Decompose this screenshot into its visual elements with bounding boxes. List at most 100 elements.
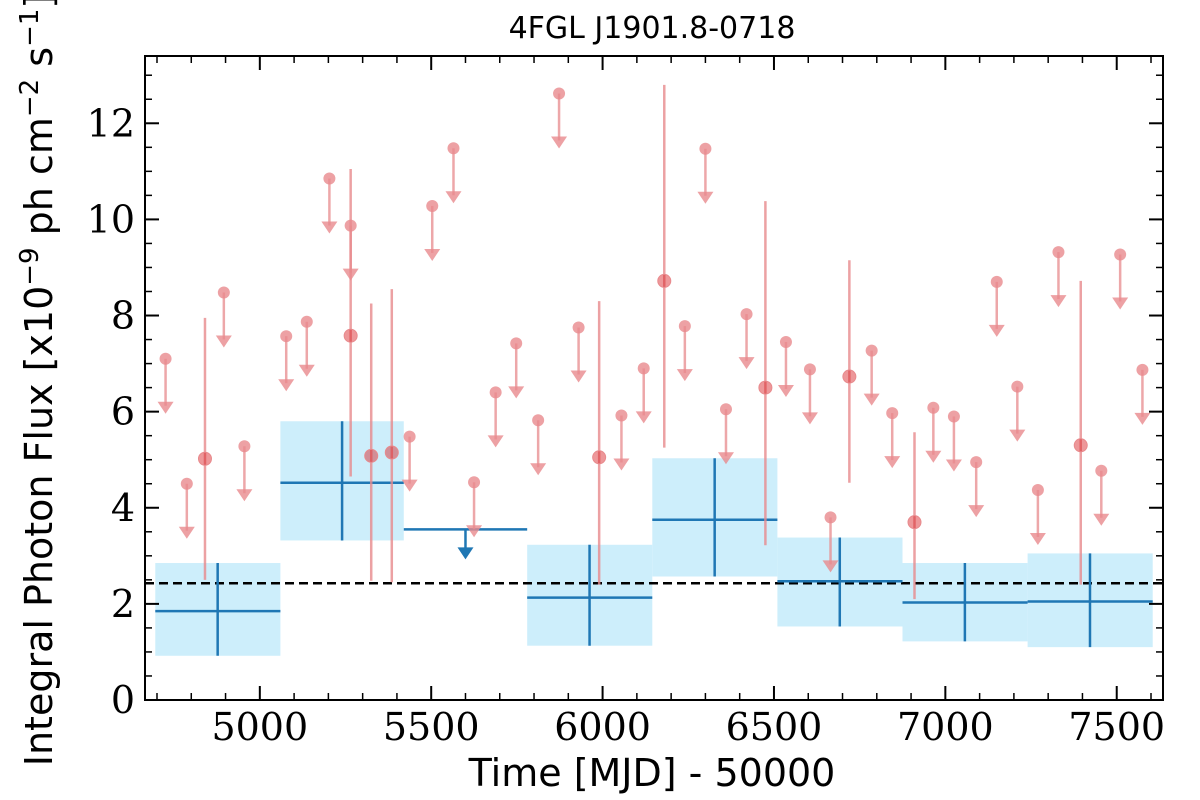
x-tick-label: 5000: [211, 705, 308, 749]
y-tick-label: 12: [87, 101, 135, 145]
y-tick-label: 10: [87, 197, 135, 241]
short-bin-upper-limit-arrow: [945, 459, 962, 472]
short-bin-upper-limit-arrow: [466, 525, 483, 538]
short-bin-upper-limit-arrow: [1009, 429, 1026, 442]
axes: 5000 5500 6000 6500 7000 7500 0 2 4 6 8 10 12: [87, 55, 1165, 749]
y-tick-label: 2: [111, 582, 135, 626]
short-bin-upper-limit-arrow: [298, 364, 315, 377]
short-bin-upper-limit-point: [426, 199, 439, 212]
short-bin-upper-limit-point: [280, 330, 293, 343]
short-bin-upper-limit-arrow: [777, 384, 794, 397]
short-bin-upper-limit-arrow: [613, 458, 630, 471]
short-bin-upper-limit-arrow: [215, 335, 232, 348]
short-bin-point: [907, 515, 922, 530]
short-bin-upper-limit-arrow: [988, 324, 1005, 337]
short-bin-point: [364, 448, 379, 463]
short-bin-upper-limit-point: [678, 320, 691, 333]
short-bin-upper-limit-point: [468, 476, 481, 489]
short-bin-upper-limit-point: [489, 386, 502, 399]
short-bin-upper-limit-point: [572, 321, 585, 334]
short-bin-upper-limit-arrow: [508, 386, 525, 399]
short-bin-upper-limit-point: [615, 409, 628, 422]
x-tick-label: 7000: [897, 705, 994, 749]
y-tick-label: 8: [111, 294, 135, 338]
short-bin-upper-limit-arrow: [551, 136, 568, 149]
short-bin-upper-limit-arrow: [401, 479, 418, 492]
short-bin-upper-limit-arrow: [1112, 297, 1129, 310]
short-bin-upper-limit-arrow: [863, 393, 880, 406]
short-bin-upper-limit-point: [1031, 483, 1044, 496]
short-bin-upper-limit-arrow: [570, 370, 587, 383]
short-bin-upper-limit-point: [865, 344, 878, 357]
short-bin-upper-limit-arrow: [1050, 295, 1067, 308]
short-bin-upper-limit-arrow: [801, 412, 818, 425]
short-bin-upper-limit-point: [970, 456, 983, 469]
short-bin-point: [197, 451, 212, 466]
x-axis-title: Time [MJD] - 50000: [468, 751, 836, 795]
short-bin-upper-limit-point: [532, 414, 545, 427]
x-tick-label: 5500: [383, 705, 480, 749]
short-bin-upper-limit-arrow: [676, 369, 693, 382]
short-bin-upper-limit-point: [824, 511, 837, 524]
short-bin-upper-limit-point: [990, 275, 1003, 288]
short-bin-upper-limit-point: [1095, 464, 1108, 477]
short-bin-upper-limit-arrow: [1134, 412, 1151, 425]
short-bin-upper-limit-arrow: [1093, 513, 1110, 526]
short-bin-upper-limit-arrow: [487, 435, 504, 448]
long-bin-upper-limit-arrow: [457, 547, 474, 560]
short-bin-upper-limit-point: [699, 142, 712, 155]
short-bin-upper-limit-arrow: [178, 526, 195, 539]
short-bin-upper-limit-point: [637, 362, 650, 375]
short-bin-point: [1073, 438, 1088, 453]
short-bin-upper-limit-arrow: [925, 450, 942, 463]
x-tick-label: 6500: [726, 705, 823, 749]
short-bin-point: [384, 445, 399, 460]
short-bin-upper-limit-point: [300, 315, 313, 328]
short-bin-upper-limit-point: [1052, 246, 1065, 259]
short-bin-upper-limit-arrow: [424, 248, 441, 261]
short-bin-upper-limit-arrow: [697, 191, 714, 204]
y-axis-title: Integral Photon Flux [x10−9 ph cm−2 s−1]: [15, 0, 61, 766]
short-bin-upper-limit-arrow: [321, 221, 338, 234]
short-bin-point: [758, 380, 773, 395]
short-bin-upper-limit-point: [344, 219, 357, 232]
short-bin-upper-limit-point: [803, 363, 816, 376]
plot-frame: [144, 55, 1164, 701]
short-bin-upper-limit-arrow: [822, 560, 839, 573]
short-bin-upper-limit-point: [553, 87, 566, 100]
short-bin-point: [842, 369, 857, 384]
short-bin-upper-limit-point: [510, 337, 523, 350]
short-bin-upper-limit-point: [323, 172, 336, 185]
short-bin-upper-limit-point: [779, 335, 792, 348]
short-bin-upper-limit-arrow: [157, 401, 174, 414]
short-bin-upper-limit-point: [947, 410, 960, 423]
short-bin-upper-limit-point: [927, 401, 940, 414]
short-bin-upper-limit-point: [1011, 380, 1024, 393]
short-bin-upper-limit-arrow: [884, 456, 901, 469]
short-bin-point: [343, 328, 358, 343]
short-bin-upper-limit-point: [447, 142, 460, 155]
short-bin-upper-limit-arrow: [1029, 532, 1046, 545]
short-bin-upper-limit-arrow: [530, 463, 547, 476]
short-bin-upper-limit-point: [159, 352, 172, 365]
y-tick-label: 4: [111, 486, 135, 530]
short-bin-upper-limit-arrow: [342, 268, 359, 281]
y-tick-label: 0: [111, 678, 135, 722]
short-bin-upper-limit-point: [886, 407, 899, 420]
short-bin-upper-limit-point: [1136, 363, 1149, 376]
short-bin-upper-limit-point: [217, 286, 230, 299]
short-bin-point: [657, 273, 672, 288]
short-bin-point: [592, 450, 607, 465]
short-bin-upper-limit-arrow: [278, 379, 295, 392]
short-bin-upper-limit-point: [403, 430, 416, 443]
plot-area: [145, 84, 1163, 656]
short-bin-upper-limit-point: [1114, 248, 1127, 261]
short-bin-upper-limit-arrow: [717, 452, 734, 465]
short-bin-upper-limit-arrow: [445, 191, 462, 204]
short-bin-upper-limit-arrow: [635, 411, 652, 424]
chart-title: 4FGL J1901.8-0718: [509, 11, 796, 46]
short-bin-upper-limit-point: [719, 403, 732, 416]
short-bin-upper-limit-point: [180, 477, 193, 490]
short-bin-upper-limit-point: [740, 308, 753, 321]
